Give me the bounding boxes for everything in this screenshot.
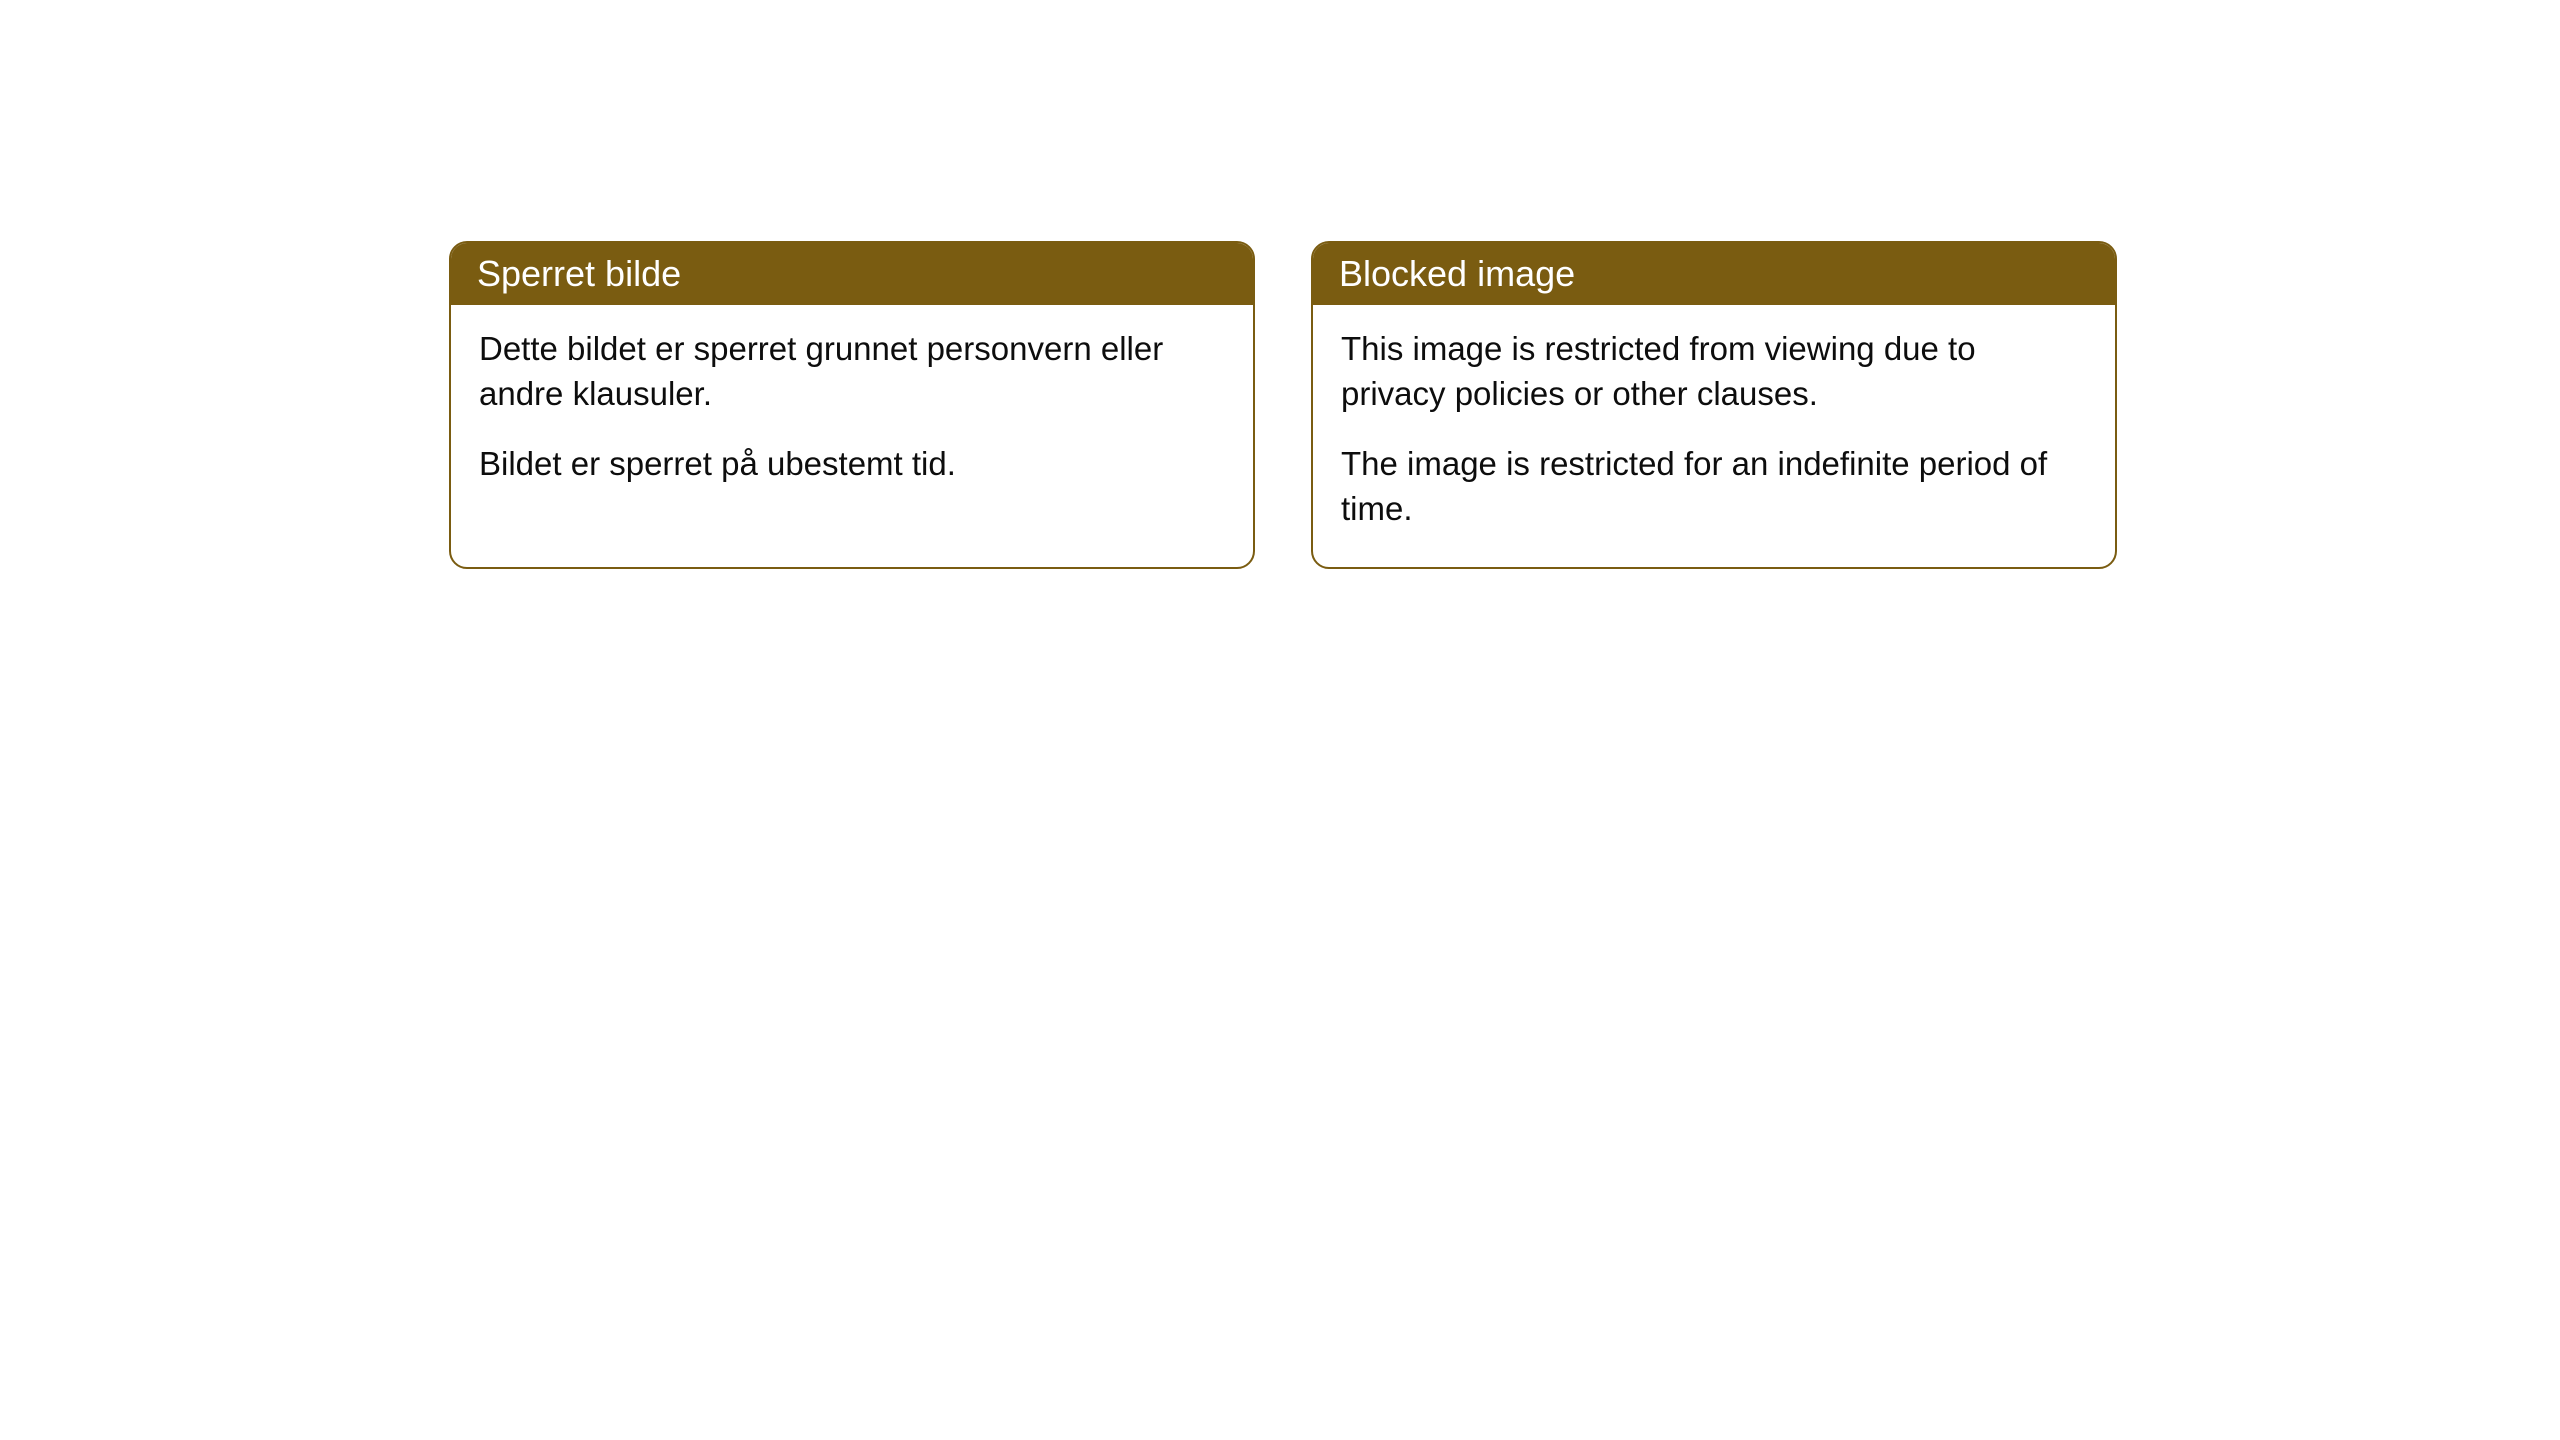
card-header-english: Blocked image — [1313, 243, 2115, 305]
card-title: Blocked image — [1339, 253, 1575, 294]
card-paragraph-2: The image is restricted for an indefinit… — [1341, 442, 2087, 531]
notice-cards-container: Sperret bilde Dette bildet er sperret gr… — [0, 0, 2560, 569]
card-body-norwegian: Dette bildet er sperret grunnet personve… — [451, 305, 1253, 523]
card-header-norwegian: Sperret bilde — [451, 243, 1253, 305]
notice-card-english: Blocked image This image is restricted f… — [1311, 241, 2117, 569]
card-title: Sperret bilde — [477, 253, 681, 294]
card-paragraph-1: This image is restricted from viewing du… — [1341, 327, 2087, 416]
notice-card-norwegian: Sperret bilde Dette bildet er sperret gr… — [449, 241, 1255, 569]
card-body-english: This image is restricted from viewing du… — [1313, 305, 2115, 567]
card-paragraph-1: Dette bildet er sperret grunnet personve… — [479, 327, 1225, 416]
card-paragraph-2: Bildet er sperret på ubestemt tid. — [479, 442, 1225, 487]
